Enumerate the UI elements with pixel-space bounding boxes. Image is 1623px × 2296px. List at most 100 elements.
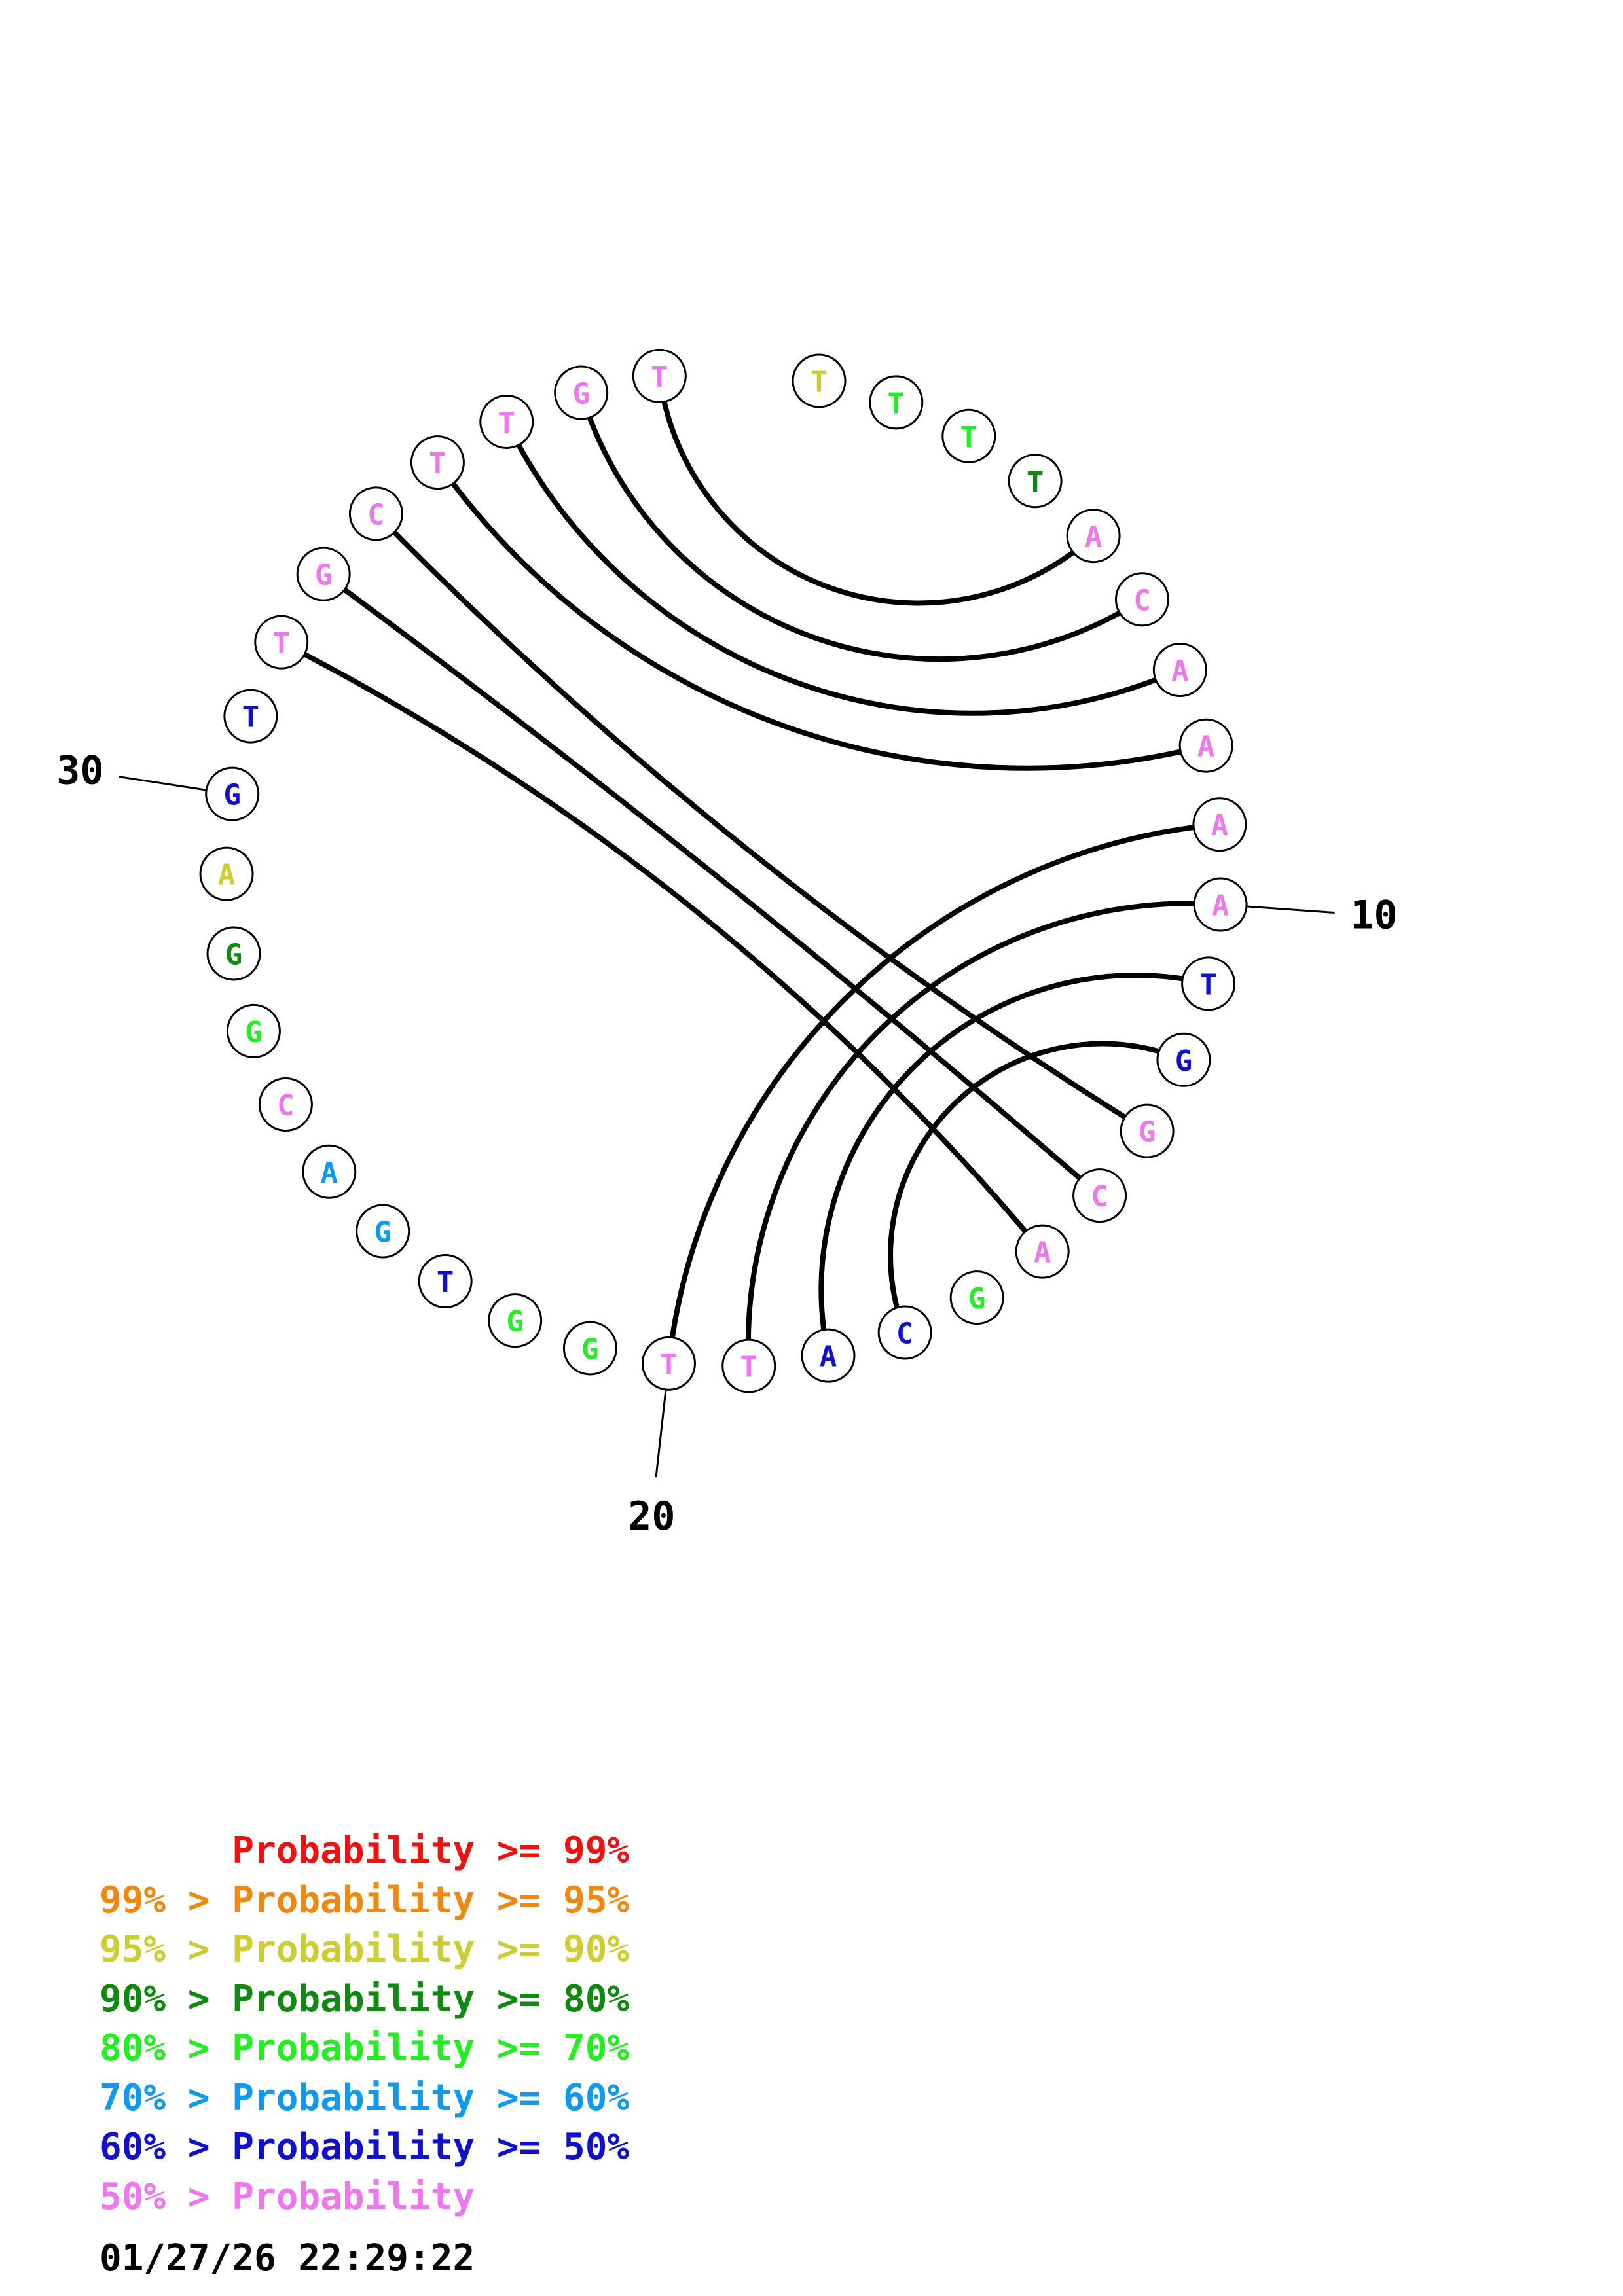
nucleotide-letter: C <box>1091 1180 1108 1213</box>
nucleotide-28: G <box>206 926 261 981</box>
nucleotide-11: T <box>1181 956 1236 1011</box>
nucleotide-letter: G <box>223 779 241 812</box>
tick-line-30 <box>119 776 207 791</box>
nucleotide-circle <box>721 1338 776 1393</box>
nucleotide-circle <box>1152 643 1207 698</box>
nucleotide-circle <box>226 1003 281 1058</box>
nucleotide-circle <box>877 1305 932 1360</box>
nucleotide-32: T <box>254 615 309 670</box>
nucleotide-letter: A <box>1034 1236 1051 1270</box>
nucleotide-21: G <box>562 1321 617 1376</box>
legend-row-3: 95% > Probability >= 90% <box>100 1928 630 1971</box>
nucleotide-20: T <box>641 1336 696 1391</box>
nucleotide-circle <box>1015 1224 1070 1279</box>
nucleotide-13: G <box>1120 1103 1175 1158</box>
nucleotide-letter: T <box>242 701 260 734</box>
nucleotide-letter: T <box>811 365 828 399</box>
legend-row-2: 99% > Probability >= 95% <box>100 1878 630 1922</box>
nucleotide-letter: G <box>374 1216 392 1249</box>
pair-arc-5-38 <box>657 375 1095 606</box>
legend-row-8: 50% > Probability <box>100 2175 475 2218</box>
nucleotide-letter: T <box>498 406 516 440</box>
nucleotide-circle <box>792 353 847 408</box>
nucleotide-26: C <box>258 1077 313 1132</box>
nucleotide-letter: T <box>888 387 905 420</box>
timestamp: 01/27/26 22:29:22 <box>100 2237 475 2280</box>
nucleotide-circle <box>223 689 278 744</box>
nucleotide-letter: A <box>320 1157 338 1190</box>
nucleotide-circle <box>1008 454 1063 509</box>
nucleotide-letter: A <box>1212 889 1230 923</box>
nucleotide-circle <box>205 766 260 821</box>
nucleotide-letter: A <box>1171 655 1189 688</box>
nucleotide-letter: G <box>506 1305 524 1338</box>
nucleotide-circle <box>1114 572 1169 627</box>
nucleotide-letter: C <box>896 1318 914 1351</box>
nucleotide-30: G <box>205 766 260 821</box>
nucleotide-letter: G <box>572 378 590 411</box>
nucleotide-9: A <box>1192 797 1247 852</box>
nucleotide-34: C <box>348 486 403 541</box>
nucleotide-circle <box>410 435 465 490</box>
nucleotide-38: T <box>632 348 687 403</box>
nucleotide-8: A <box>1178 718 1233 773</box>
nucleotide-12: G <box>1156 1032 1211 1087</box>
nucleotide-letter: G <box>315 559 333 592</box>
nucleotide-15: A <box>1015 1224 1070 1279</box>
pair-arc-14-33 <box>321 571 1102 1198</box>
nucleotide-letter: G <box>581 1333 599 1366</box>
pair-arc-13-34 <box>374 512 1149 1134</box>
nucleotide-circle <box>869 375 924 430</box>
legend-row-5: 80% > Probability >= 70% <box>100 2027 630 2070</box>
nucleotide-circle <box>941 408 996 463</box>
nucleotide-35: T <box>410 435 465 490</box>
nucleotide-16: G <box>949 1270 1004 1325</box>
nucleotide-24: G <box>356 1204 410 1259</box>
nucleotide-19: T <box>721 1338 776 1393</box>
tick-label-10: 10 <box>1350 893 1397 939</box>
pair-arc-15-32 <box>280 639 1045 1253</box>
nucleotide-circle <box>632 348 687 403</box>
nucleotide-circle <box>356 1204 410 1259</box>
pair-arc-11-18 <box>818 972 1209 1357</box>
nucleotide-1: T <box>792 353 847 408</box>
legend-row-7: 60% > Probability >= 50% <box>100 2126 630 2168</box>
nucleotide-letter: G <box>968 1282 986 1316</box>
nucleotide-letter: T <box>437 1266 454 1299</box>
nucleotide-circle <box>206 926 261 981</box>
nucleotide-letter: T <box>1199 968 1217 1001</box>
nucleotide-circle <box>1181 956 1236 1011</box>
legend-row-1: Probability >= 99% <box>100 1829 630 1872</box>
nucleotide-letter: G <box>225 938 243 971</box>
nucleotide-letter: T <box>660 1348 678 1382</box>
nucleotide-22: G <box>488 1293 543 1348</box>
nucleotide-letter: T <box>740 1351 757 1384</box>
nucleotide-letter: A <box>218 859 236 892</box>
base-pair-arcs <box>280 375 1221 1367</box>
pair-arc-8-35 <box>435 461 1207 771</box>
nucleotide-7: A <box>1152 643 1207 698</box>
nucleotide-letter: A <box>1197 730 1215 764</box>
nucleotide-circle <box>296 547 351 601</box>
nucleotide-18: A <box>801 1328 856 1383</box>
tick-label-20: 20 <box>628 1494 675 1539</box>
tick-label-30: 30 <box>56 748 103 794</box>
nucleotide-circle <box>1066 509 1121 564</box>
nucleotide-circle <box>1120 1103 1175 1158</box>
nucleotide-letter: T <box>1027 465 1044 499</box>
tick-line-20 <box>655 1389 667 1478</box>
pair-arc-9-20 <box>666 821 1220 1364</box>
nucleotide-10: A <box>1193 877 1248 932</box>
nucleotide-circle <box>258 1077 313 1132</box>
nucleotide-5: A <box>1066 509 1121 564</box>
nucleotide-letter: C <box>277 1089 295 1122</box>
nucleotide-letter: G <box>245 1016 263 1049</box>
nucleotide-4: T <box>1008 454 1063 509</box>
nucleotide-circle <box>254 615 309 670</box>
nucleotide-circle <box>949 1270 1004 1325</box>
pair-arc-10-19 <box>745 901 1221 1367</box>
nucleotide-letter: T <box>651 361 668 394</box>
nucleotide-circle <box>1072 1168 1127 1223</box>
